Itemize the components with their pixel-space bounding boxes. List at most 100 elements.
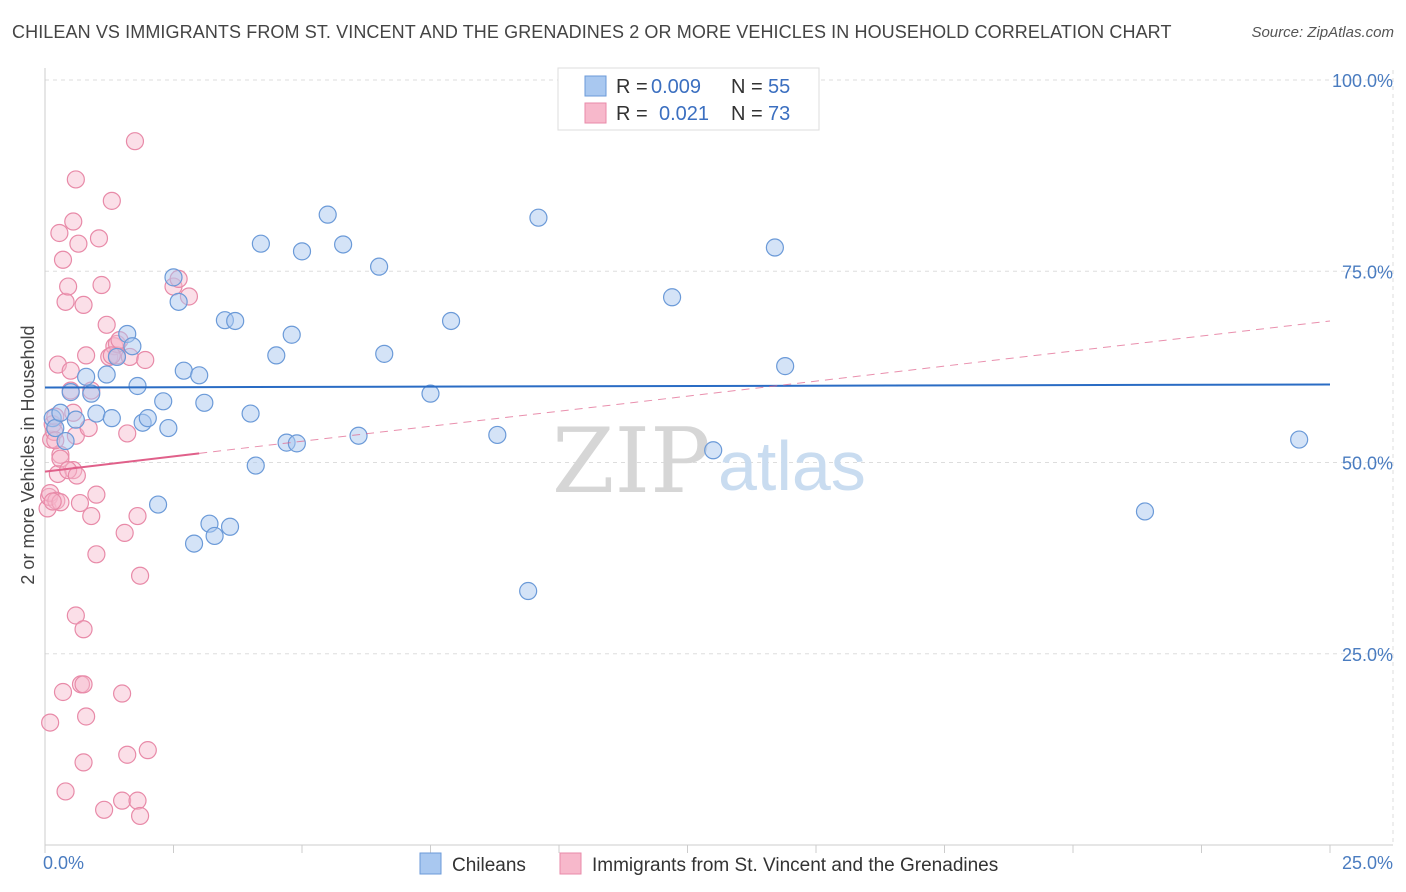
bottom-legend-swatch-immigrants bbox=[559, 852, 582, 875]
data-point-chileans bbox=[251, 234, 270, 253]
data-point-chileans bbox=[662, 288, 682, 307]
data-point-chileans bbox=[529, 208, 548, 227]
data-point-immigrants bbox=[89, 229, 109, 248]
data-point-immigrants bbox=[77, 707, 96, 726]
y-tick-label: 100.0% bbox=[1332, 71, 1393, 91]
data-point-immigrants bbox=[92, 275, 111, 295]
data-point-immigrants bbox=[59, 277, 78, 296]
data-point-immigrants bbox=[130, 566, 150, 585]
legend-swatch-immigrants bbox=[584, 102, 607, 124]
bottom-legend: Chileans Immigrants from St. Vincent and… bbox=[419, 852, 998, 876]
data-point-immigrants bbox=[74, 295, 93, 315]
data-point-chileans bbox=[154, 392, 173, 411]
data-point-chileans bbox=[370, 257, 389, 276]
legend-n-value-1: 55 bbox=[768, 76, 790, 98]
data-point-immigrants bbox=[41, 713, 60, 732]
chart-title: CHILEAN VS IMMIGRANTS FROM ST. VINCENT A… bbox=[12, 22, 1172, 42]
stats-legend: R = 0.009 N = 55 R = 0.021 N = 73 bbox=[557, 67, 820, 131]
data-point-chileans bbox=[77, 367, 96, 386]
y-axis-label: 2 or more Vehicles in Household bbox=[18, 325, 38, 584]
y-tick-label: 75.0% bbox=[1342, 262, 1393, 282]
data-point-chileans bbox=[220, 517, 240, 536]
data-point-immigrants bbox=[118, 424, 137, 443]
data-point-chileans bbox=[282, 325, 301, 344]
data-point-chileans bbox=[334, 235, 353, 254]
data-point-immigrants bbox=[66, 606, 85, 625]
data-point-immigrants bbox=[128, 506, 147, 526]
y-tick-label: 25.0% bbox=[1342, 645, 1393, 665]
data-point-chileans bbox=[87, 404, 106, 423]
y-tick-labels: 100.0% 75.0% 50.0% 25.0% bbox=[1332, 71, 1393, 665]
series-immigrants-points bbox=[38, 132, 199, 826]
data-point-chileans bbox=[61, 383, 80, 402]
data-point-immigrants bbox=[138, 741, 157, 760]
data-point-chileans bbox=[267, 346, 286, 365]
data-point-chileans bbox=[184, 534, 204, 553]
data-point-immigrants bbox=[70, 493, 90, 513]
watermark-atlas: atlas bbox=[718, 427, 866, 505]
data-point-chileans bbox=[776, 357, 795, 376]
watermark-zip: ZIP bbox=[552, 409, 711, 514]
data-point-immigrants bbox=[97, 315, 116, 334]
bottom-legend-swatch-chileans bbox=[419, 852, 442, 875]
data-point-chileans bbox=[421, 384, 440, 403]
data-point-immigrants bbox=[112, 684, 132, 703]
legend-swatch-chileans bbox=[584, 75, 607, 97]
data-point-chileans bbox=[174, 361, 193, 380]
source-credit: Source: ZipAtlas.com bbox=[1251, 24, 1394, 41]
data-point-chileans bbox=[56, 431, 75, 451]
trendline-chileans bbox=[44, 383, 1331, 389]
data-point-immigrants bbox=[118, 745, 137, 764]
data-point-immigrants bbox=[56, 292, 75, 311]
legend-r-value-2: 0.021 bbox=[659, 103, 709, 125]
data-point-immigrants bbox=[136, 350, 155, 370]
data-point-chileans bbox=[241, 404, 260, 423]
data-point-chileans bbox=[51, 403, 70, 422]
data-point-chileans bbox=[148, 495, 168, 514]
data-point-chileans bbox=[205, 526, 224, 546]
data-point-chileans bbox=[519, 581, 538, 601]
data-point-immigrants bbox=[51, 493, 70, 512]
data-point-immigrants bbox=[115, 523, 134, 542]
data-point-immigrants bbox=[66, 170, 85, 189]
data-point-chileans bbox=[164, 268, 183, 287]
data-point-immigrants bbox=[87, 545, 106, 564]
data-point-immigrants bbox=[56, 782, 75, 801]
bottom-legend-label-immigrants: Immigrants from St. Vincent and the Gren… bbox=[592, 855, 998, 876]
data-point-immigrants bbox=[64, 212, 83, 231]
data-point-immigrants bbox=[112, 791, 132, 810]
data-point-chileans bbox=[66, 410, 85, 429]
y-tick-label: 50.0% bbox=[1342, 454, 1393, 474]
data-point-chileans bbox=[292, 242, 312, 261]
data-point-chileans bbox=[97, 365, 116, 384]
data-point-chileans bbox=[1135, 502, 1155, 521]
trendline-immigrants-extension bbox=[199, 320, 1331, 454]
data-point-chileans bbox=[82, 384, 101, 403]
data-point-chileans bbox=[123, 337, 142, 356]
data-point-immigrants bbox=[82, 506, 101, 526]
data-point-immigrants bbox=[69, 234, 88, 253]
data-point-immigrants bbox=[53, 682, 73, 702]
bottom-legend-label-chileans: Chileans bbox=[452, 855, 526, 876]
data-point-chileans bbox=[128, 376, 147, 396]
data-point-immigrants bbox=[130, 806, 150, 826]
data-point-chileans bbox=[318, 205, 337, 224]
data-point-immigrants bbox=[61, 361, 80, 380]
legend-n-label-2: N = bbox=[731, 103, 763, 125]
data-point-chileans bbox=[375, 344, 394, 363]
x-tick-label: 0.0% bbox=[43, 853, 84, 873]
data-point-chileans bbox=[107, 347, 127, 367]
data-point-chileans bbox=[190, 366, 209, 385]
data-point-immigrants bbox=[50, 223, 69, 243]
trendlines bbox=[44, 320, 1331, 473]
x-tick-label: 25.0% bbox=[1342, 853, 1393, 873]
data-point-chileans bbox=[704, 441, 723, 460]
data-point-chileans bbox=[349, 426, 368, 445]
data-point-chileans bbox=[138, 409, 157, 428]
data-point-chileans bbox=[169, 292, 188, 311]
data-point-immigrants bbox=[102, 191, 121, 210]
data-point-immigrants bbox=[77, 346, 96, 365]
data-point-immigrants bbox=[74, 675, 93, 694]
data-point-immigrants bbox=[87, 485, 106, 504]
data-point-chileans bbox=[287, 434, 306, 453]
